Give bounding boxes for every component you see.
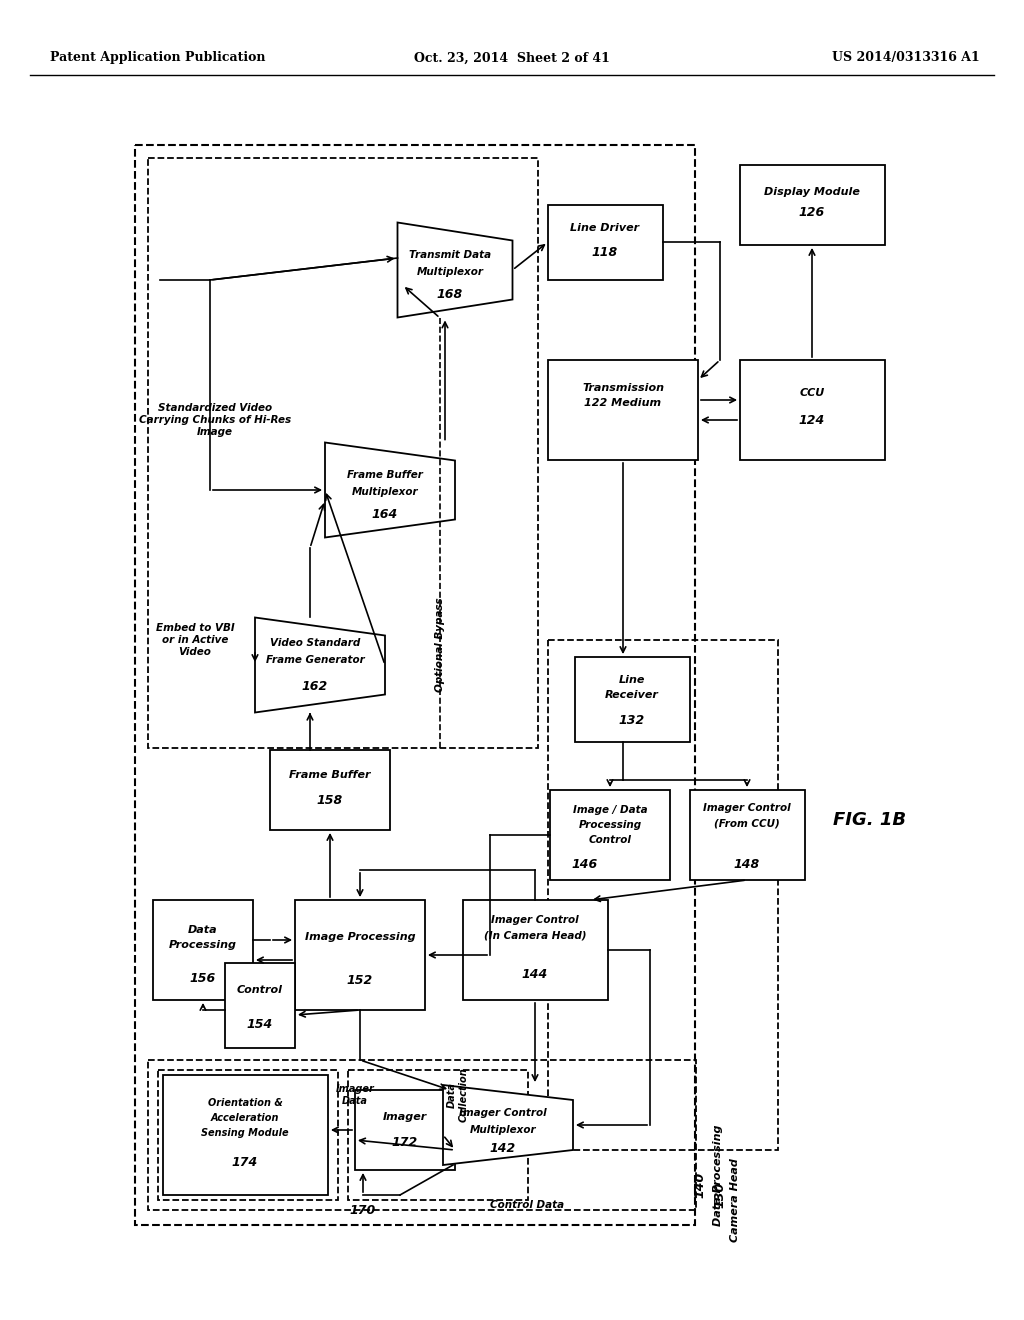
Text: Camera Head: Camera Head [730, 1158, 740, 1242]
Text: Imager Control: Imager Control [492, 915, 579, 925]
Text: Data
Collection: Data Collection [447, 1068, 469, 1122]
Bar [295, 900, 425, 1010]
Text: 164: 164 [372, 507, 398, 520]
Polygon shape [325, 442, 455, 537]
Text: 142: 142 [489, 1142, 516, 1155]
Text: Transmit Data: Transmit Data [409, 249, 492, 260]
Text: 140: 140 [693, 1172, 707, 1199]
Text: 158: 158 [316, 793, 343, 807]
Text: 170: 170 [350, 1204, 376, 1217]
Bar [548, 640, 778, 1150]
Text: Imager Control: Imager Control [459, 1107, 547, 1118]
Text: Acceleration: Acceleration [211, 1113, 280, 1123]
Text: FIG. 1B: FIG. 1B [834, 810, 906, 829]
Text: Embed to VBI
or in Active
Video: Embed to VBI or in Active Video [156, 623, 234, 656]
Text: 130: 130 [714, 1181, 726, 1208]
Text: Control: Control [237, 985, 283, 995]
Text: Display Module: Display Module [764, 187, 860, 197]
Text: Imager Control: Imager Control [703, 803, 791, 813]
Bar [740, 360, 885, 459]
Bar [270, 750, 390, 830]
Text: Image Processing: Image Processing [305, 932, 416, 942]
Bar [148, 158, 538, 748]
Text: Control: Control [589, 836, 632, 845]
Text: Processing: Processing [579, 820, 642, 830]
Bar [548, 360, 698, 459]
Bar [348, 1071, 528, 1200]
Bar [575, 657, 690, 742]
Text: 124: 124 [799, 413, 825, 426]
Text: 168: 168 [437, 288, 463, 301]
Bar [158, 1071, 338, 1200]
Text: 132: 132 [618, 714, 645, 726]
Text: 126: 126 [799, 206, 825, 219]
Text: Transmission: Transmission [582, 383, 664, 393]
Bar [225, 964, 295, 1048]
Text: 118: 118 [592, 246, 618, 259]
Text: Oct. 23, 2014  Sheet 2 of 41: Oct. 23, 2014 Sheet 2 of 41 [414, 51, 610, 65]
Text: Data Processing: Data Processing [713, 1125, 723, 1226]
Text: Orientation &: Orientation & [208, 1098, 283, 1107]
Text: Patent Application Publication: Patent Application Publication [50, 51, 265, 65]
Text: (From CCU): (From CCU) [714, 818, 780, 828]
Text: 148: 148 [734, 858, 760, 870]
Text: Receiver: Receiver [605, 690, 658, 700]
Text: Imager
Data: Imager Data [336, 1084, 375, 1106]
Bar [548, 205, 663, 280]
Text: 172: 172 [392, 1137, 418, 1150]
Bar [740, 165, 885, 246]
Bar [690, 789, 805, 880]
Text: 146: 146 [571, 858, 598, 870]
Text: Optional Bypass: Optional Bypass [435, 598, 445, 692]
Bar [463, 900, 608, 1001]
Polygon shape [255, 618, 385, 713]
Text: 162: 162 [302, 681, 328, 693]
Text: CCU: CCU [800, 388, 824, 399]
Text: Line: Line [618, 675, 645, 685]
Bar [163, 1074, 328, 1195]
Text: Image / Data: Image / Data [572, 805, 647, 814]
Text: Video Standard: Video Standard [270, 638, 360, 648]
Text: Line Driver: Line Driver [570, 223, 640, 234]
Text: Imager: Imager [383, 1111, 427, 1122]
Bar [355, 1090, 455, 1170]
Text: Multiplexor: Multiplexor [470, 1125, 537, 1135]
Text: Data: Data [188, 925, 218, 935]
Polygon shape [443, 1085, 573, 1166]
Bar [153, 900, 253, 1001]
Text: Frame Generator: Frame Generator [265, 655, 365, 665]
Text: Control Data: Control Data [490, 1200, 564, 1210]
Bar [135, 145, 695, 1225]
Text: 156: 156 [189, 972, 216, 985]
Text: 152: 152 [347, 974, 373, 986]
Polygon shape [397, 223, 512, 318]
Text: MuItiplexor: MuItiplexor [417, 267, 483, 277]
Text: 174: 174 [231, 1156, 258, 1170]
Text: 122 Medium: 122 Medium [585, 399, 662, 408]
Text: 144: 144 [522, 969, 548, 982]
Text: Standardized Video
Carrying Chunks of Hi-Res
Image: Standardized Video Carrying Chunks of Hi… [139, 404, 291, 437]
Bar [550, 789, 670, 880]
Text: 154: 154 [247, 1019, 273, 1031]
Text: (In Camera Head): (In Camera Head) [483, 931, 587, 940]
Text: US 2014/0313316 A1: US 2014/0313316 A1 [833, 51, 980, 65]
Text: Sensing Module: Sensing Module [201, 1129, 289, 1138]
Bar [148, 1060, 696, 1210]
Text: Multiplexor: Multiplexor [351, 487, 419, 498]
Text: Frame Buffer: Frame Buffer [289, 770, 371, 780]
Text: Frame Buffer: Frame Buffer [347, 470, 423, 480]
Text: Processing: Processing [169, 940, 237, 950]
